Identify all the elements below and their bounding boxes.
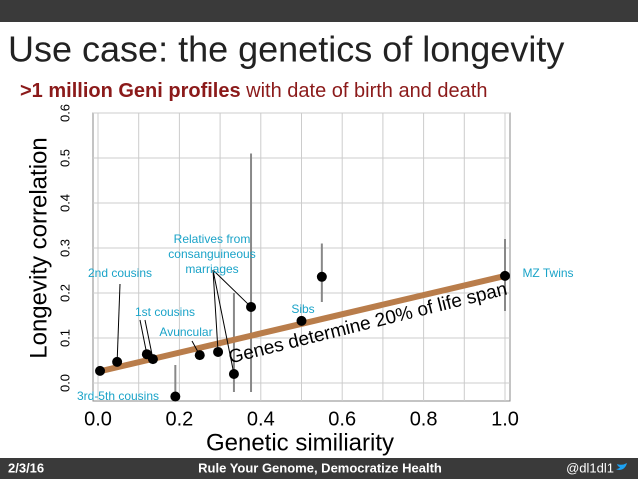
subtitle-rest: with date of birth and death bbox=[245, 80, 487, 102]
data-point bbox=[296, 315, 307, 326]
label-pointer bbox=[144, 319, 154, 360]
data-point bbox=[213, 346, 224, 357]
point-label: 3rd-5th cousins bbox=[77, 389, 159, 403]
data-point bbox=[228, 369, 239, 379]
y-tick-label: 0.3 bbox=[57, 239, 72, 257]
x-tick-label: 0.4 bbox=[247, 408, 275, 430]
label-pointer bbox=[212, 269, 252, 308]
subtitle-bold: >1 million Geni profiles bbox=[20, 80, 241, 102]
point-label: Sibs bbox=[291, 302, 314, 316]
x-tick-label: 0.0 bbox=[84, 408, 112, 430]
label-line: consanguineous bbox=[168, 247, 255, 261]
data-point bbox=[95, 365, 106, 376]
y-tick-label: 0.1 bbox=[57, 329, 72, 347]
label-pointer bbox=[139, 319, 148, 355]
point-label: Relatives from consanguineous marriages bbox=[168, 232, 255, 276]
slide-title: Use case: the genetics of longevity bbox=[8, 29, 564, 70]
data-point bbox=[194, 350, 205, 361]
y-tick-label: 0.4 bbox=[57, 194, 72, 212]
x-tick-label: 1.0 bbox=[491, 408, 519, 430]
x-tick-label: 0.6 bbox=[328, 408, 356, 430]
data-point bbox=[147, 354, 158, 365]
point-label: MZ Twins bbox=[522, 266, 573, 280]
label-pointer bbox=[212, 269, 235, 375]
data-point bbox=[500, 270, 510, 281]
y-tick-label: 0.2 bbox=[57, 284, 72, 302]
top-bar bbox=[0, 0, 638, 22]
data-point bbox=[246, 301, 257, 312]
footer-date: 2/3/16 bbox=[8, 460, 44, 475]
footer-handle: @dl1dl1 bbox=[566, 460, 614, 475]
label-pointer bbox=[212, 269, 219, 352]
x-tick-label: 0.8 bbox=[410, 408, 438, 430]
point-label: Avuncular bbox=[159, 325, 212, 339]
fit-annotation: Genes determine 20% of life span bbox=[226, 279, 509, 369]
footer-center: Rule Your Genome, Democratize Health bbox=[198, 460, 442, 475]
y-axis-title: Longevity correlation bbox=[25, 137, 52, 358]
x-axis-title: Genetic similiarity bbox=[206, 429, 394, 456]
x-tick-label: 0.2 bbox=[165, 408, 193, 430]
label-pointer bbox=[116, 283, 121, 362]
y-tick-label: 0.5 bbox=[57, 149, 72, 167]
label-line: Relatives from bbox=[174, 232, 251, 246]
data-point bbox=[112, 356, 123, 367]
data-point bbox=[316, 271, 327, 282]
footer-bar bbox=[0, 458, 638, 479]
y-tick-label: 0.6 bbox=[57, 104, 72, 122]
subtitle: >1 million Geni profiles with date of bi… bbox=[20, 80, 487, 102]
data-point bbox=[170, 391, 181, 402]
point-label: 1st cousins bbox=[135, 305, 195, 319]
point-label: 2nd cousins bbox=[88, 266, 152, 280]
twitter-icon bbox=[616, 463, 627, 470]
label-line: marriages bbox=[185, 262, 238, 276]
y-tick-label: 0.0 bbox=[57, 374, 72, 392]
